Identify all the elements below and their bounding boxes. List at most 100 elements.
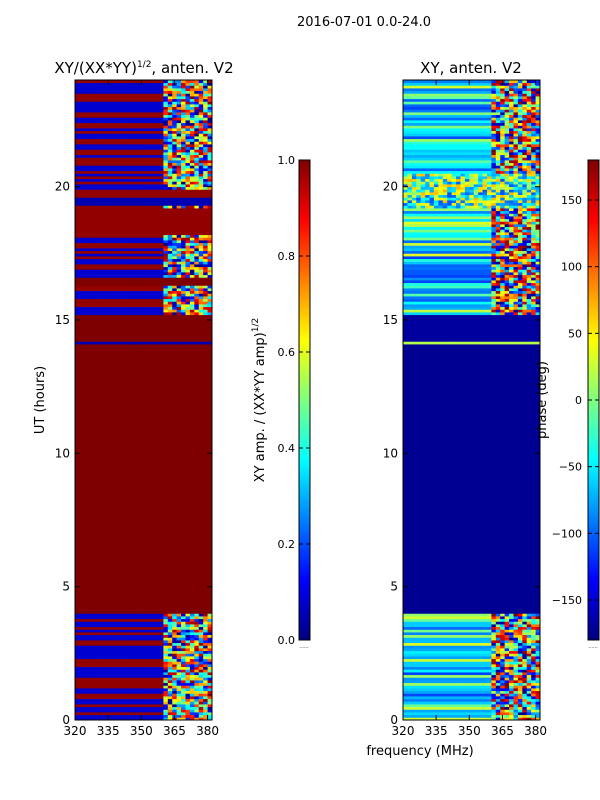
heatmap-cell <box>83 674 89 678</box>
heatmap-cell <box>123 592 129 596</box>
heatmap-cell <box>110 333 116 337</box>
heatmap-cell <box>88 496 94 500</box>
heatmap-cell <box>97 450 102 454</box>
heatmap-cell <box>119 656 125 660</box>
heatmap-cell <box>136 344 142 348</box>
heatmap-cell <box>172 362 178 366</box>
heatmap-cell <box>207 418 213 422</box>
heatmap-cell <box>88 333 94 337</box>
heatmap-cell <box>75 509 80 513</box>
heatmap-cell <box>189 373 195 377</box>
heatmap-cell <box>158 578 164 582</box>
heatmap-cell <box>181 696 186 700</box>
heatmap-cell <box>101 672 107 676</box>
heatmap-cell <box>75 586 80 590</box>
heatmap-cell <box>167 714 173 718</box>
heatmap-cell <box>128 562 133 566</box>
heatmap-cell <box>172 322 178 326</box>
heatmap-cell <box>110 312 116 316</box>
heatmap-cell <box>105 376 111 380</box>
heatmap-cell <box>163 346 169 350</box>
heatmap-cell <box>136 408 142 412</box>
heatmap-cell <box>92 453 98 457</box>
heatmap-cell <box>167 562 173 566</box>
heatmap-cell <box>79 338 85 342</box>
heatmap-cell <box>88 394 94 398</box>
heatmap-cell <box>141 466 147 470</box>
heatmap-cell <box>176 688 182 692</box>
heatmap-cell <box>97 453 102 457</box>
heatmap-cell <box>207 658 213 662</box>
heatmap-cell <box>75 424 80 428</box>
heatmap-cell <box>101 312 107 316</box>
heatmap-cell <box>154 712 160 716</box>
heatmap-cell <box>110 328 116 332</box>
heatmap-cell <box>97 581 102 585</box>
heatmap-cell <box>141 632 147 636</box>
heatmap-cell <box>158 434 164 438</box>
heatmap-cell <box>119 642 125 646</box>
heatmap-cell <box>101 458 107 462</box>
heatmap-cell <box>119 584 125 588</box>
heatmap-cell <box>75 416 80 420</box>
heatmap-cell <box>119 381 125 385</box>
heatmap-cell <box>128 488 133 492</box>
heatmap-cell <box>132 677 138 681</box>
heatmap-cell <box>136 672 142 676</box>
heatmap-cell <box>198 501 204 505</box>
heatmap-cell <box>114 645 120 649</box>
heatmap-cell <box>114 381 120 385</box>
heatmap-cell <box>176 397 182 401</box>
heatmap-cell <box>110 381 116 385</box>
heatmap-cell <box>176 685 182 689</box>
heatmap-cell <box>119 400 125 404</box>
heatmap-cell <box>79 704 85 708</box>
heatmap-cell <box>92 570 98 574</box>
heatmap-cell <box>172 637 178 641</box>
heatmap-cell <box>145 378 151 382</box>
heatmap-cell <box>92 464 98 468</box>
heatmap-cell <box>181 706 186 710</box>
heatmap-cell <box>158 712 164 716</box>
heatmap-cell <box>92 616 98 620</box>
heatmap-cell <box>203 546 208 550</box>
heatmap-cell <box>198 333 204 337</box>
heatmap-cell <box>83 666 89 670</box>
heatmap-cell <box>123 330 129 334</box>
heatmap-cell <box>207 493 213 497</box>
heatmap-cell <box>189 440 195 444</box>
heatmap-cell <box>194 410 200 414</box>
heatmap-cell <box>176 549 182 553</box>
heatmap-cell <box>154 594 160 598</box>
heatmap-cell <box>110 384 116 388</box>
heatmap-cell <box>75 645 80 649</box>
heatmap-cell <box>185 690 191 694</box>
heatmap-cell <box>172 314 178 318</box>
heatmap-cell <box>198 442 204 446</box>
heatmap-cell <box>158 717 164 721</box>
heatmap-cell <box>75 474 80 478</box>
heatmap-cell <box>79 693 85 697</box>
heatmap-cell <box>105 440 111 444</box>
heatmap-cell <box>136 717 142 721</box>
heatmap-cell <box>114 365 120 369</box>
heatmap-cell <box>141 309 147 313</box>
heatmap-cell <box>114 554 120 558</box>
heatmap-cell <box>154 368 160 372</box>
heatmap-cell <box>110 464 116 468</box>
heatmap-cell <box>158 469 164 473</box>
heatmap-cell <box>194 408 200 412</box>
heatmap-cell <box>110 394 116 398</box>
heatmap-cell <box>158 370 164 374</box>
heatmap-cell <box>185 432 191 436</box>
heatmap-cell <box>123 498 129 502</box>
heatmap-cell <box>110 664 116 668</box>
heatmap-cell <box>141 589 147 593</box>
heatmap-cell <box>128 690 133 694</box>
heatmap-cell <box>158 680 164 684</box>
heatmap-cell <box>97 594 102 598</box>
heatmap-cell <box>198 581 204 585</box>
heatmap-cell <box>150 562 155 566</box>
heatmap-cell <box>158 661 164 665</box>
